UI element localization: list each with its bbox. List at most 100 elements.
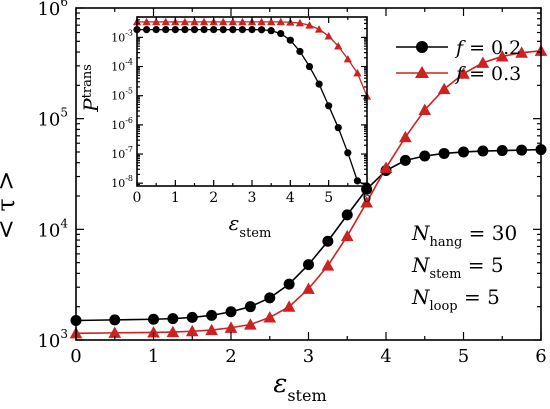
- main-data-point: [379, 161, 393, 173]
- annotation-n-hang: Nhang = 30: [411, 221, 517, 250]
- annotation-n-loop: Nloop = 5: [411, 285, 500, 314]
- main-y-tick-label: 105: [37, 106, 68, 131]
- legend-item-f02: f = 0.2: [396, 37, 521, 59]
- main-x-tick-label: 3: [303, 346, 314, 367]
- main-data-point: [418, 103, 432, 115]
- inset-data-point: [181, 25, 189, 34]
- main-data-point: [244, 318, 257, 330]
- main-data-point: [148, 313, 159, 325]
- main-data-point: [225, 306, 237, 318]
- inset-data-point: [315, 80, 323, 88]
- inset-data-point: [190, 17, 199, 26]
- main-data-point: [458, 146, 469, 158]
- inset-data-point: [161, 17, 170, 26]
- inset-data-point: [343, 54, 352, 63]
- main-data-point: [496, 145, 508, 157]
- inset-data-point: [314, 25, 324, 33]
- inset-chart: 0 1 2 3 4 5 6 10-8 10-7 10-6 10-5 10-4 10-3 εstem P…: [79, 16, 372, 241]
- main-data-point: [476, 56, 490, 68]
- inset-data-point: [238, 25, 247, 34]
- main-data-point: [206, 309, 218, 321]
- main-data-point: [438, 147, 450, 159]
- main-x-tick-label: 1: [148, 346, 159, 367]
- main-data-point: [495, 50, 509, 62]
- inset-data-point: [152, 25, 160, 34]
- main-x-tick-label: 0: [70, 346, 81, 367]
- inset-data-point: [238, 17, 247, 26]
- main-data-point: [399, 130, 412, 143]
- main-y-tick-label: 104: [37, 216, 68, 241]
- inset-data-point: [296, 47, 304, 56]
- inset-data-point: [199, 17, 209, 26]
- inset-x-tick-label: 6: [363, 190, 372, 206]
- main-x-tick-label: 2: [225, 346, 236, 367]
- inset-data-point: [267, 17, 276, 26]
- inset-data-point: [200, 25, 208, 34]
- inset-data-point: [142, 17, 151, 26]
- inset-data-point: [295, 18, 305, 27]
- parameter-annotations: Nhang = 30 Nstem = 5 Nloop = 5: [411, 221, 517, 314]
- inset-data-point: [344, 149, 352, 157]
- inset-data-point: [162, 25, 170, 34]
- main-data-point: [167, 313, 179, 325]
- inset-x-tick-label: 0: [133, 190, 142, 206]
- main-data-point: [108, 326, 122, 338]
- inset-x-axis-label: εstem: [229, 211, 272, 241]
- inset-data-point: [353, 68, 362, 77]
- inset-data-point: [325, 102, 333, 110]
- inset-data-point: [171, 25, 179, 34]
- inset-data-point: [210, 25, 218, 34]
- main-data-point: [399, 154, 411, 166]
- inset-y-tick-label: 10-8: [111, 174, 133, 190]
- main-y-tick-label: 103: [37, 327, 68, 352]
- inset-data-point: [305, 62, 314, 71]
- main-y-axis-label: < τ >: [0, 171, 20, 240]
- legend-marker-f03: [415, 66, 429, 78]
- inset-y-tick-label: 10-6: [111, 116, 133, 132]
- inset-data-point: [228, 17, 237, 26]
- inset-data-point: [334, 42, 343, 50]
- main-data-point: [322, 235, 334, 247]
- main-data-point: [282, 300, 296, 312]
- inset-x-tick-label: 1: [171, 190, 180, 206]
- main-data-point: [264, 292, 276, 304]
- inset-data-point: [152, 17, 161, 26]
- annotation-n-stem: Nstem = 5: [411, 253, 504, 282]
- main-data-point: [109, 314, 121, 326]
- inset-data-point: [324, 32, 333, 40]
- main-data-point: [302, 282, 315, 294]
- inset-data-point: [276, 17, 285, 26]
- main-data-point: [341, 209, 353, 221]
- inset-data-point: [353, 177, 362, 185]
- legend-label-f03: f = 0.3: [454, 63, 521, 85]
- inset-data-point: [219, 17, 228, 26]
- legend-label-f02: f = 0.2: [454, 37, 521, 59]
- main-data-point: [340, 229, 354, 242]
- inset-y-tick-label: 10-4: [111, 58, 133, 74]
- inset-y-axis-label: Ptrans: [79, 64, 103, 113]
- main-data-point: [457, 67, 470, 79]
- main-x-tick-label: 5: [458, 346, 469, 367]
- main-data-point: [205, 323, 218, 336]
- legend: f = 0.2 f = 0.3: [396, 37, 521, 85]
- inset-x-tick-label: 3: [248, 190, 257, 206]
- inset-x-tick-label: 5: [324, 190, 333, 206]
- main-data-point: [477, 145, 489, 157]
- main-data-point: [283, 278, 295, 290]
- main-data-point: [166, 325, 180, 338]
- main-y-tick-label: 106: [37, 0, 68, 20]
- inset-data-point: [180, 17, 190, 26]
- main-data-point: [185, 324, 199, 337]
- main-data-point: [263, 311, 277, 323]
- main-data-point: [244, 301, 256, 313]
- inset-data-point: [257, 17, 266, 26]
- legend-item-f03: f = 0.3: [396, 63, 521, 85]
- legend-marker-f02: [416, 41, 428, 53]
- inset-y-tick-label: 10-5: [111, 87, 133, 103]
- main-data-point: [303, 259, 314, 271]
- inset-data-point: [229, 25, 237, 34]
- main-x-tick-label: 4: [380, 346, 391, 367]
- inset-data-point: [334, 124, 342, 132]
- inset-data-point: [267, 27, 275, 35]
